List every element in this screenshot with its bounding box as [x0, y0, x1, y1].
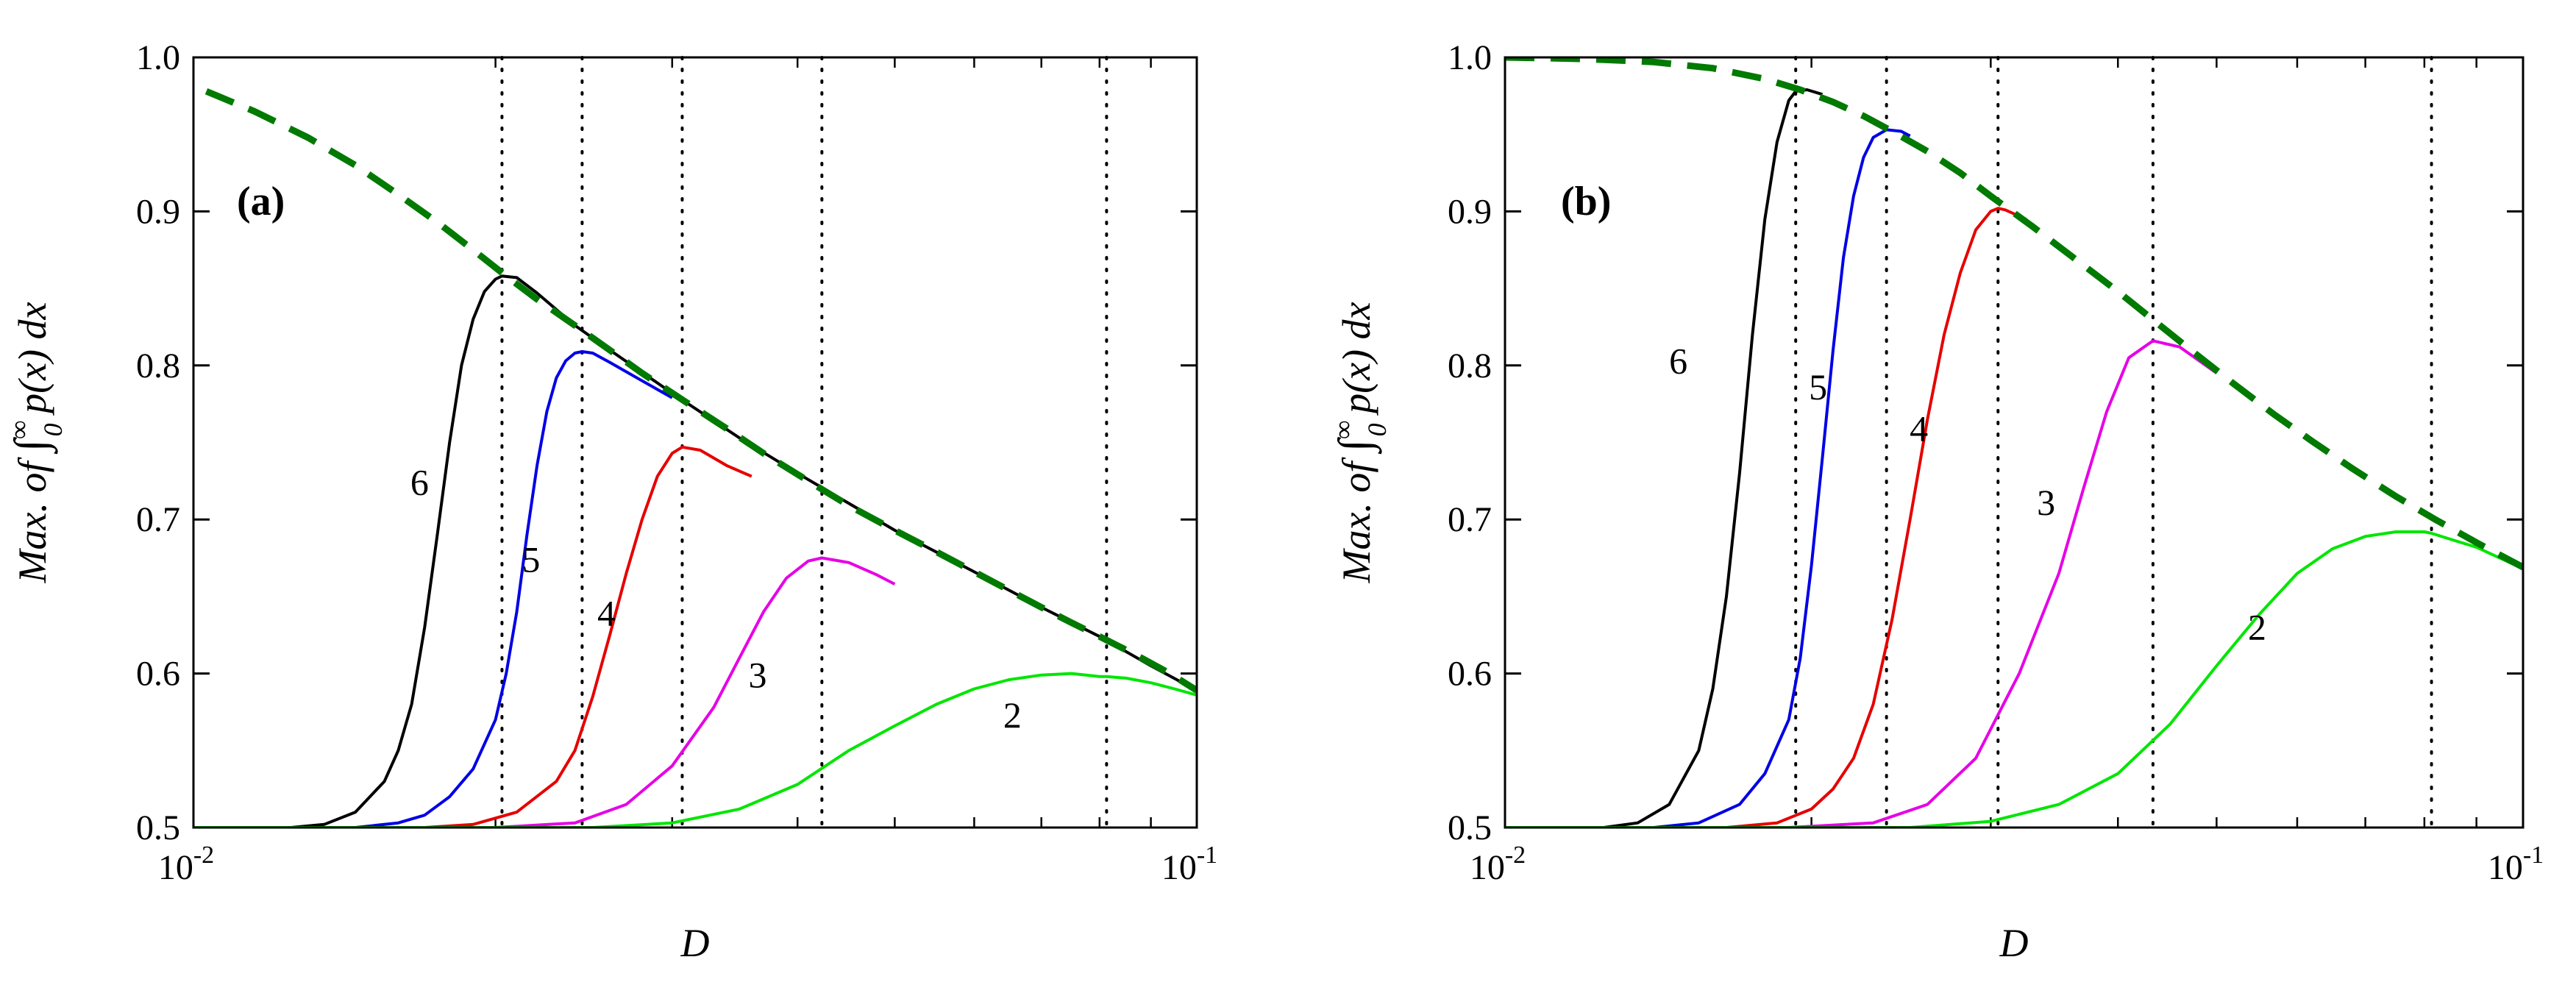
y-tick-label: 0.9	[136, 192, 180, 231]
series-line-3	[1505, 339, 2218, 828]
panel-tag: (a)	[237, 179, 285, 224]
y-tick-label: 0.7	[136, 500, 180, 539]
curve-label-3: 3	[748, 654, 766, 695]
y-tick-label: 0.6	[1448, 655, 1492, 694]
envelope-dashed-line	[204, 88, 1197, 694]
y-axis-label: Max. of ∫∞ 0 p(x) dx	[4, 302, 68, 583]
x-tick-label: 10-1	[2488, 842, 2544, 887]
y-tick-label: 0.8	[1448, 346, 1492, 385]
panel-b: 0.5 0.6 0.7 0.8 0.9 1.0 10-2 10-1 D Max. of ∫∞ 0 p…	[1328, 38, 2544, 965]
series-line-4	[1505, 207, 2027, 828]
envelope-dashed-line	[1505, 57, 2523, 571]
series-line-6	[1505, 88, 1824, 828]
series-line-6	[193, 274, 1197, 828]
axes-frame	[192, 56, 1198, 829]
y-tick-label: 0.8	[136, 346, 180, 385]
y-tick-label: 0.7	[1448, 500, 1492, 539]
y-tick-label: 1.0	[136, 38, 180, 77]
series-line-5	[1505, 128, 1911, 828]
plot-area	[1505, 57, 2523, 828]
curve-label-6: 6	[1669, 340, 1687, 381]
curve-label-4: 4	[1910, 408, 1928, 449]
y-tick-label: 0.5	[136, 808, 180, 847]
y-tick-label: 0.6	[136, 655, 180, 694]
x-tick-label: 10-2	[158, 842, 214, 887]
series-line-2	[193, 672, 1197, 828]
y-tick-label: 0.5	[1448, 808, 1492, 847]
y-tick-label: 0.9	[1448, 192, 1492, 231]
curve-label-4: 4	[597, 593, 616, 634]
panel-a: 0.5 0.6 0.7 0.8 0.9 1.0 10-2 10-1 D Max. of ∫∞ 0 p…	[4, 38, 1217, 965]
curve-label-2: 2	[2248, 607, 2266, 648]
y-axis-label: Max. of ∫∞ 0 p(x) dx	[1328, 302, 1392, 583]
y-tick-label: 1.0	[1448, 38, 1492, 77]
x-axis-label: D	[1999, 921, 2029, 965]
series-line-4	[193, 445, 752, 828]
x-axis-label: D	[680, 921, 710, 965]
series-line-2	[1505, 530, 2523, 828]
axes-frame	[1504, 56, 2525, 829]
x-tick-label: 10-1	[1161, 842, 1217, 887]
plot-area	[193, 88, 1197, 828]
panel-tag: (b)	[1561, 179, 1611, 224]
curve-label-2: 2	[1003, 694, 1022, 736]
curve-label-6: 6	[410, 462, 429, 503]
curve-label-3: 3	[2037, 482, 2055, 523]
series-line-5	[193, 350, 673, 828]
curve-label-5: 5	[522, 538, 540, 580]
series-line-3	[193, 556, 896, 828]
curve-label-5: 5	[1809, 366, 1827, 408]
x-tick-label: 10-2	[1470, 842, 1526, 887]
